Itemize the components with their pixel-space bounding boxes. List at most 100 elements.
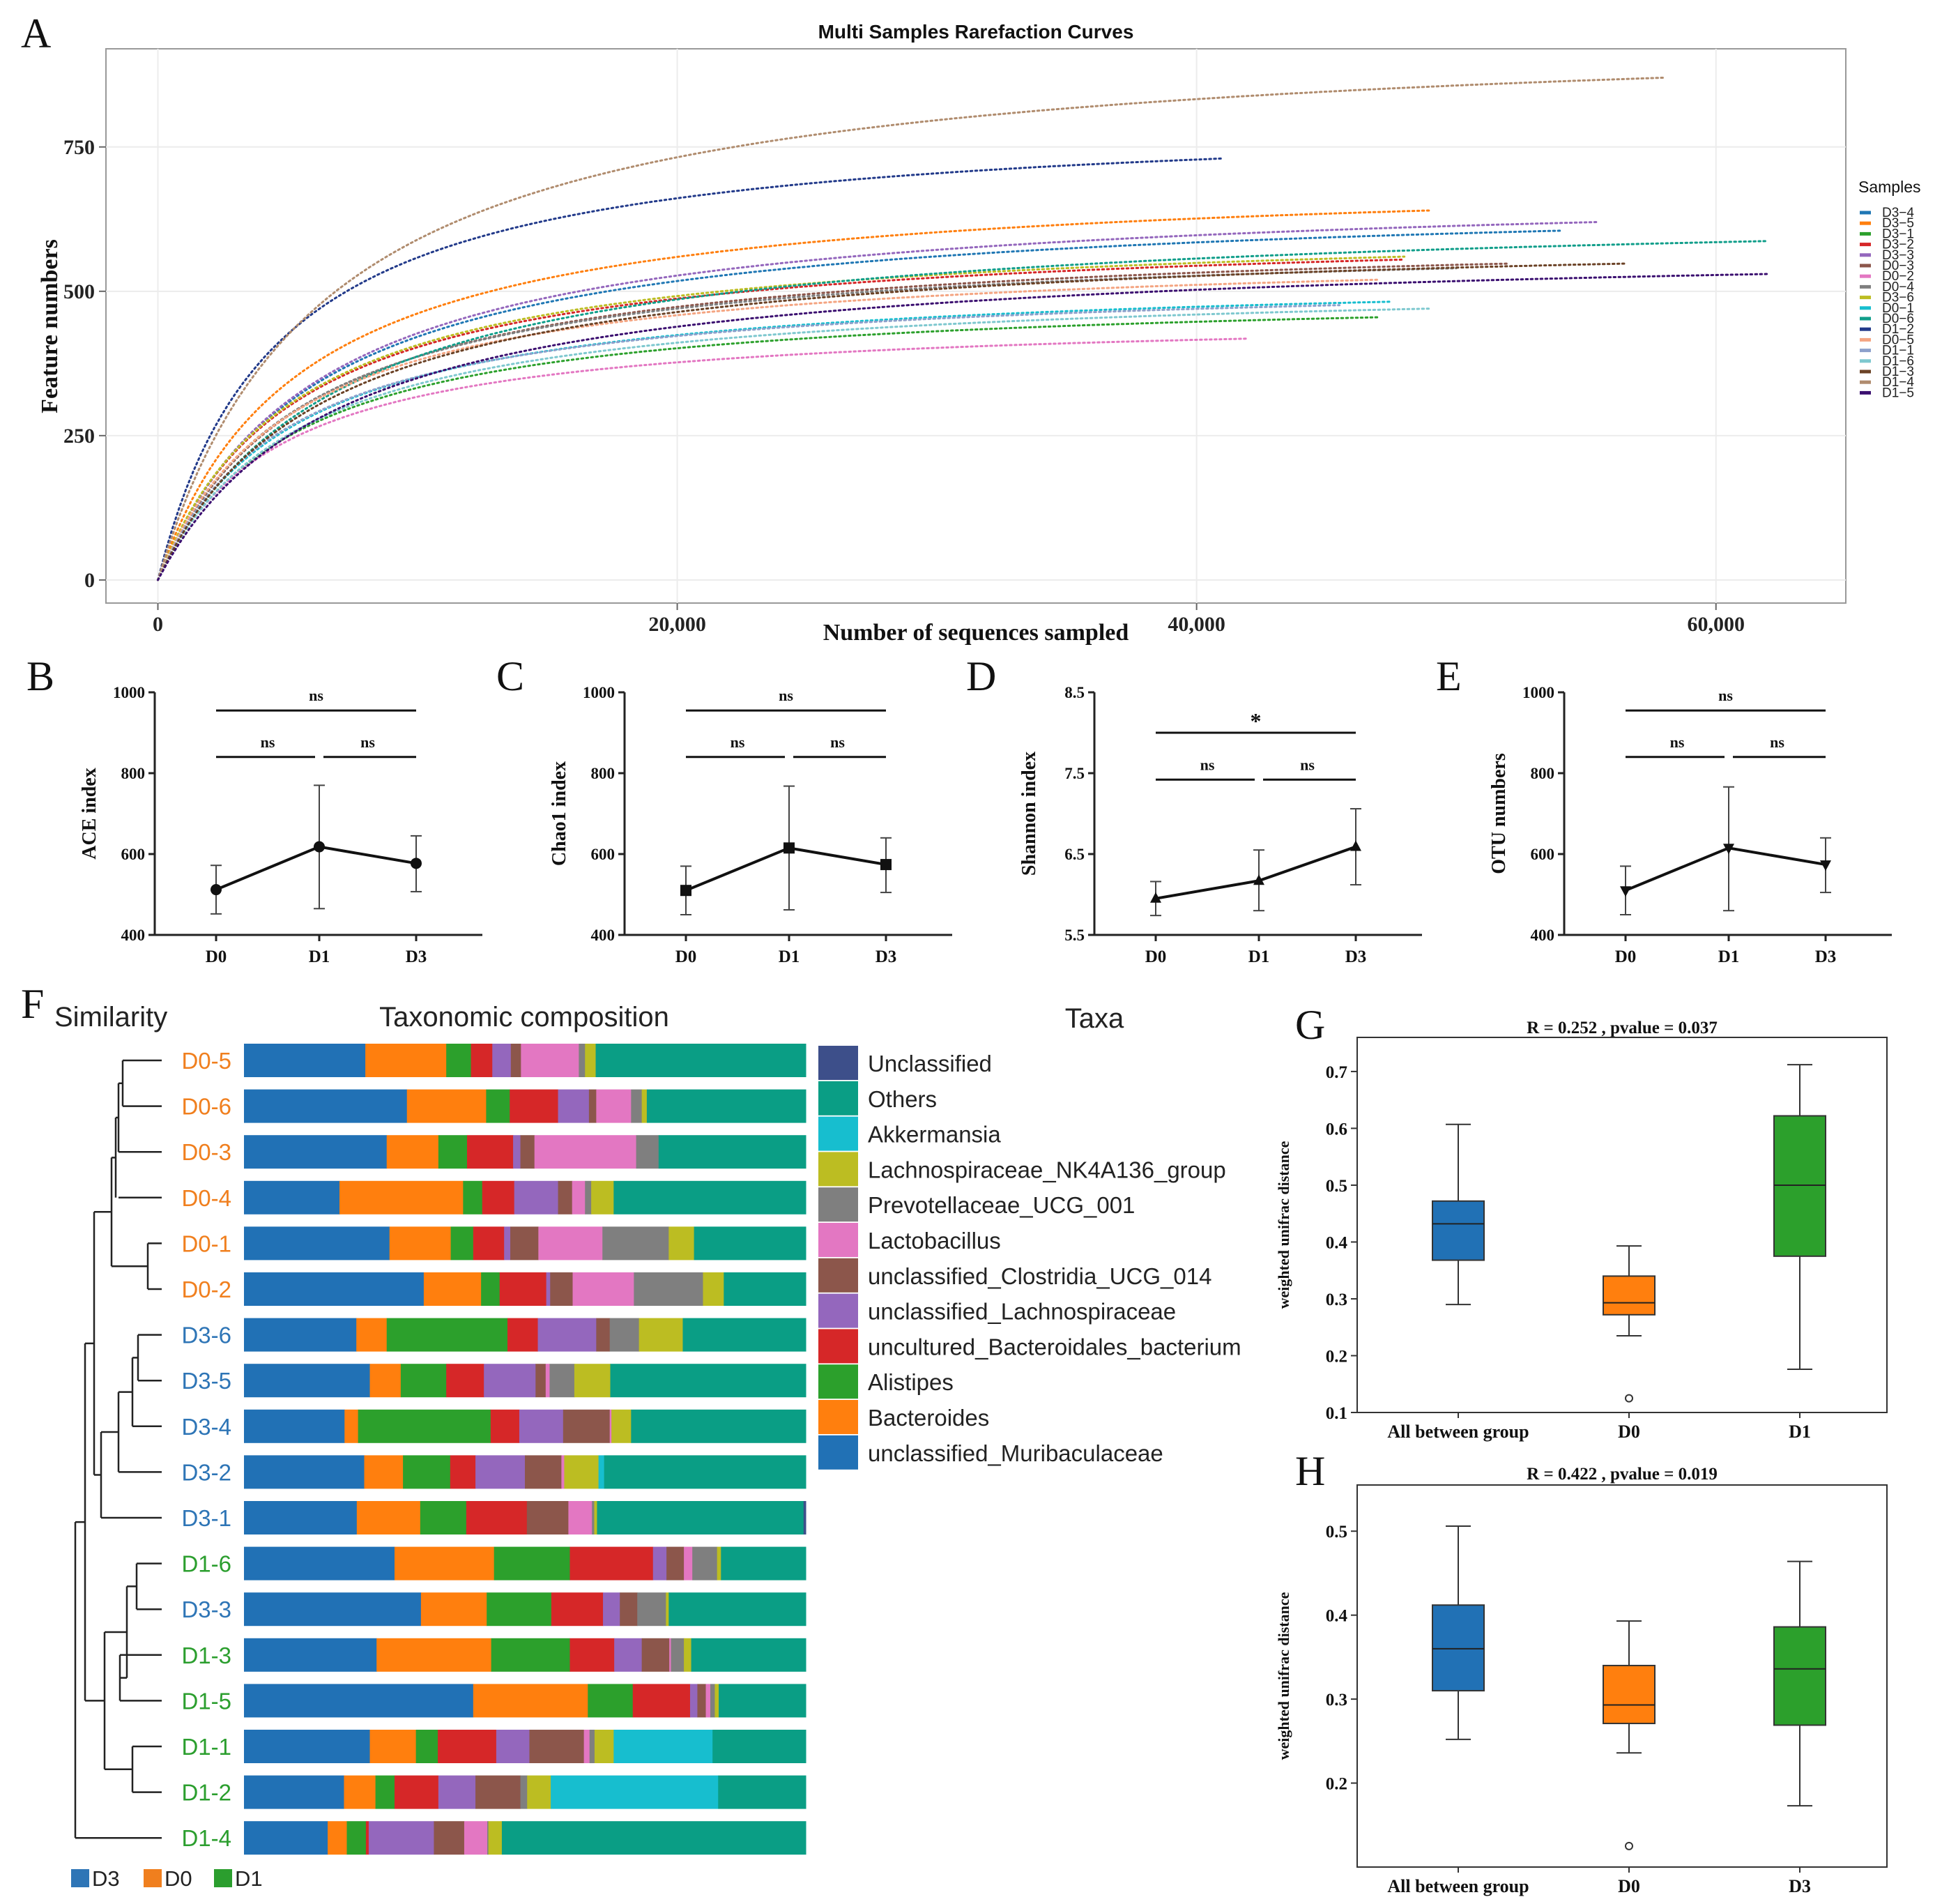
y-tick-label: 1000 [113, 684, 145, 701]
taxa-legend-label: Prevotellaceae_UCG_001 [868, 1192, 1135, 1218]
x-tick-label: D1 [309, 947, 330, 966]
taxa-segment [244, 1592, 422, 1627]
panel-label-d: D [966, 653, 996, 699]
legend-sample-label: D3−4 [1882, 206, 1914, 220]
taxa-segment [525, 1455, 562, 1489]
x-tick-label: D0 [675, 947, 697, 966]
taxa-segment [568, 1501, 592, 1534]
legend-sample-label: D0−2 [1882, 269, 1914, 284]
group-legend-swatch [214, 1869, 232, 1887]
y-tick-label: 0.3 [1326, 1290, 1347, 1309]
taxa-segment [684, 1546, 693, 1581]
rarefaction-y-tick-label: 750 [63, 136, 95, 159]
taxa-segment [637, 1592, 666, 1627]
sample-label: D0-3 [181, 1139, 231, 1165]
taxa-segment [244, 1364, 371, 1398]
rarefaction-curve [157, 262, 1626, 581]
taxa-segment [652, 1546, 667, 1581]
taxa-segment [423, 1272, 482, 1306]
taxa-segment [718, 1775, 806, 1809]
taxa-segment [592, 1501, 595, 1534]
significance-label: ns [830, 733, 845, 751]
rarefaction-curve [157, 316, 1379, 581]
taxa-segment [244, 1226, 390, 1261]
taxa-segment [244, 1044, 366, 1077]
taxa-segment [563, 1409, 611, 1443]
taxa-segment [473, 1226, 505, 1261]
boxplot-frame [1356, 1484, 1888, 1868]
rarefaction-x-tick-label: 0 [153, 613, 163, 636]
y-tick-label: 800 [591, 765, 616, 782]
boxplot-frame [1356, 1037, 1888, 1413]
sample-label: D1-6 [181, 1551, 231, 1577]
taxa-segment [596, 1089, 632, 1123]
taxa-segment [365, 1821, 369, 1855]
taxa-segment [598, 1455, 605, 1489]
y-tick-label: 0.4 [1326, 1233, 1348, 1252]
taxa-legend-swatch [818, 1116, 858, 1151]
taxa-segment [534, 1135, 637, 1169]
y-tick-label: 400 [591, 927, 616, 944]
legend-sample-label: D0−3 [1882, 259, 1914, 273]
sample-label: D0-4 [181, 1185, 231, 1211]
taxa-segment [537, 1318, 597, 1352]
taxa-segment [669, 1638, 672, 1672]
taxa-segment [595, 1044, 806, 1077]
taxa-segment [596, 1318, 611, 1352]
significance-label: ns [360, 733, 375, 751]
alpha-panel-d: 5.5 6.5 7.5 8.5 D0 D1 D3 Shannon index * ns ns [1018, 684, 1422, 966]
rarefaction-grid [106, 49, 1846, 603]
y-tick-label: 7.5 [1064, 765, 1085, 782]
taxa-segment [491, 1638, 570, 1672]
rarefaction-curve [157, 76, 1665, 581]
boxplot-title: R = 0.252 , pvalue = 0.037 [1527, 1019, 1718, 1037]
taxa-segment [400, 1364, 447, 1398]
sample-bar-d1-2: D1-2 [181, 1775, 806, 1809]
taxa-segment [510, 1089, 559, 1123]
taxa-segment [527, 1775, 551, 1809]
taxa-segment [344, 1775, 376, 1809]
boxplot-panel-g: R = 0.252 , pvalue = 0.037 0.1 0.2 0.3 0.4 0.… [1275, 1019, 1888, 1442]
rarefaction-y-tick-label: 500 [63, 280, 95, 303]
alpha-panel-b: 400 600 800 1000 D0 D1 D3 ACE index ns ns ns [79, 684, 482, 966]
similarity-header: Similarity [54, 1002, 167, 1033]
taxa-legend-swatch [818, 1081, 858, 1115]
taxa-segment [438, 1730, 497, 1763]
group-legend-swatch [71, 1869, 89, 1887]
taxa-segment [710, 1684, 715, 1718]
y-tick-label: 8.5 [1064, 684, 1085, 701]
significance-label: ns [1670, 733, 1685, 751]
taxa-segment [490, 1409, 520, 1443]
taxa-segment [641, 1638, 670, 1672]
taxa-segment [494, 1546, 570, 1581]
taxa-segment [415, 1730, 438, 1763]
x-tick-label: D3 [406, 947, 427, 966]
taxa-segment [609, 1409, 612, 1443]
y-tick-label: 0.1 [1326, 1404, 1347, 1423]
taxa-segment [588, 1089, 597, 1123]
taxa-segment [386, 1135, 439, 1169]
taxa-segment [486, 1089, 510, 1123]
taxa-segment [602, 1226, 669, 1261]
taxa-segment [697, 1684, 707, 1718]
y-axis-label: ACE index [79, 768, 100, 859]
rarefaction-series [157, 76, 1769, 581]
taxa-segment [631, 1409, 806, 1443]
x-tick-label: D1 [1718, 947, 1740, 966]
mean-line [1625, 846, 1826, 892]
taxa-legend-label: unclassified_Lachnospiraceae [868, 1299, 1176, 1325]
taxa-segment [406, 1089, 487, 1123]
mean-marker [1350, 840, 1361, 851]
sample-bar-d1-3: D1-3 [181, 1638, 806, 1672]
taxa-segment [499, 1272, 547, 1306]
y-tick-label: 0.6 [1326, 1120, 1347, 1138]
taxa-segment [484, 1364, 536, 1398]
sample-bar-d3-2: D3-2 [181, 1455, 806, 1489]
taxa-segment [510, 1226, 539, 1261]
taxa-segment [446, 1044, 472, 1077]
taxa-segment [364, 1455, 404, 1489]
taxa-segment [368, 1821, 434, 1855]
taxa-segment [420, 1501, 467, 1534]
taxa-segment [510, 1044, 521, 1077]
taxa-legend: Unclassified Others Akkermansia Lachnospira… [818, 1046, 1241, 1470]
